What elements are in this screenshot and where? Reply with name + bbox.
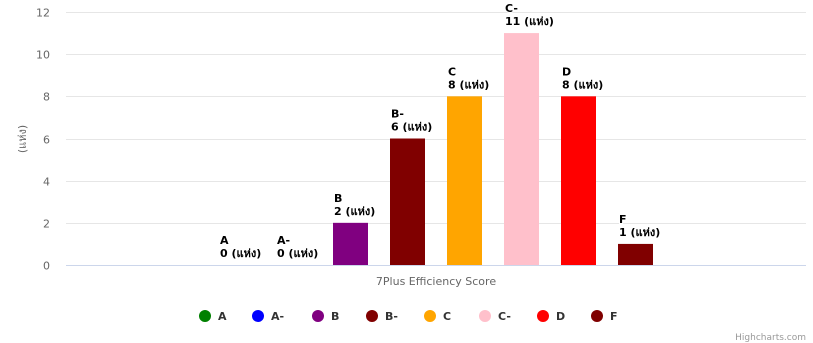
y-tick-label: 0 [43,260,50,273]
legend-marker [537,310,549,322]
y-tick-label: 12 [36,7,50,20]
data-label-value: 6 (แห่ง) [391,121,432,134]
legend-marker [366,310,378,322]
legend-item-F[interactable]: F [591,310,618,323]
bars [333,33,653,266]
legend-item-C[interactable]: C [424,310,451,323]
legend-item-B[interactable]: B [312,310,339,323]
bar-B-[interactable] [390,138,425,266]
y-tick-label: 4 [43,176,50,189]
bar-B[interactable] [333,222,368,265]
data-label-value: 0 (แห่ง) [220,247,261,260]
data-label-value: 0 (แห่ง) [277,247,318,260]
y-tick-label: 2 [43,218,50,231]
y-axis-ticks: 0 2 4 6 8 10 12 [36,7,50,273]
bar-C[interactable] [447,96,482,265]
data-label-value: 2 (แห่ง) [334,205,375,218]
legend-marker [199,310,211,322]
legend-label: D [556,310,565,323]
data-label-name: B- [391,108,404,121]
data-label-name: C- [505,2,518,15]
data-label-name: D [562,65,571,78]
data-labels: A0 (แห่ง)A-0 (แห่ง)B2 (แห่ง)B-6 (แห่ง)C8… [219,1,661,261]
data-label-name: F [619,213,627,226]
y-tick-label: 6 [43,134,50,147]
legend-item-D[interactable]: D [537,310,565,323]
grid [66,12,806,224]
bar-F[interactable] [618,243,653,265]
legend-item-A-[interactable]: A- [252,310,284,323]
data-label-value: 8 (แห่ง) [448,78,489,91]
legend-marker [252,310,264,322]
legend-marker [312,310,324,322]
legend-label: C [443,310,451,323]
x-axis-category: 7Plus Efficiency Score [376,275,496,288]
data-label-name: A [220,234,229,247]
legend-label: A [218,310,227,323]
legend-label: B [331,310,339,323]
bar-D[interactable] [561,96,596,265]
y-tick-label: 10 [36,49,50,62]
data-label-value: 1 (แห่ง) [619,226,660,239]
data-label-value: 11 (แห่ง) [505,15,554,28]
legend-marker [479,310,491,322]
data-label-name: B [334,192,342,205]
legend-marker [591,310,603,322]
legend-label: B- [385,310,398,323]
credits[interactable]: Highcharts.com [735,333,806,343]
legend-marker [424,310,436,322]
legend-item-B-[interactable]: B- [366,310,398,323]
y-tick-label: 8 [43,91,50,104]
y-axis-title: (แห่ง) [16,125,29,153]
data-label-name: A- [277,234,290,247]
data-label-value: 8 (แห่ง) [562,78,603,91]
legend-label: A- [271,310,284,323]
legend: A A- B B- C C- D F [199,310,618,323]
legend-label: C- [498,310,511,323]
data-label-name: C [448,65,456,78]
legend-item-A[interactable]: A [199,310,227,323]
legend-label: F [610,310,618,323]
bar-C-[interactable] [504,33,539,266]
legend-item-C-[interactable]: C- [479,310,511,323]
